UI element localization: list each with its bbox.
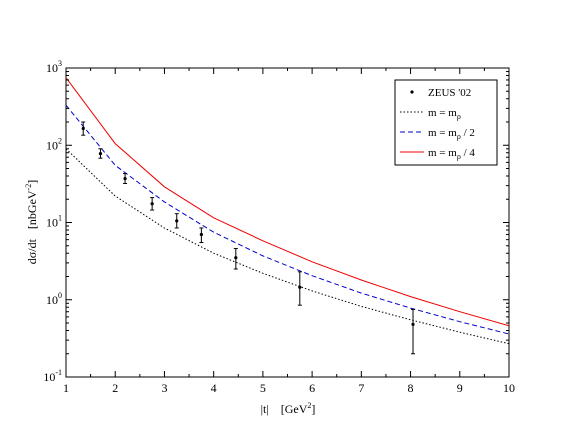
data-marker — [175, 219, 179, 223]
legend-label: ZEUS '02 — [428, 87, 471, 99]
legend-item: m = mρ / 4 — [400, 147, 475, 161]
data-point — [150, 197, 155, 211]
y-axis-label: dσ/dt[nbGeV-2] — [24, 180, 39, 264]
y-tick-label: 103 — [46, 59, 62, 75]
x-tick-label: 3 — [161, 381, 167, 395]
data-point — [98, 148, 103, 159]
data-point — [81, 121, 86, 136]
x-tick-label: 7 — [358, 381, 364, 395]
data-point — [199, 227, 204, 244]
legend: ZEUS '02 m = mρ m = mρ / 2 m = mρ / 4 — [394, 79, 498, 166]
series-layer — [65, 77, 510, 345]
x-axis-label: |t| [GeV2] — [261, 401, 316, 416]
data-point — [123, 173, 128, 184]
data-marker — [150, 202, 154, 206]
data-marker — [81, 126, 85, 131]
legend-label: m = mρ — [428, 107, 461, 121]
data-marker — [234, 256, 238, 260]
x-tick-label: 10 — [503, 381, 515, 395]
series-line-solid — [65, 77, 510, 327]
legend-item: m = mρ / 2 — [400, 127, 475, 141]
legend-item: m = mρ — [400, 107, 461, 121]
x-tick-label: 9 — [457, 381, 463, 395]
legend-label: m = mρ / 4 — [428, 147, 475, 161]
x-tick-label: 4 — [211, 381, 217, 395]
data-marker — [123, 177, 127, 181]
data-points-layer — [81, 121, 416, 355]
series-line-dashed — [65, 104, 510, 335]
data-marker — [411, 322, 415, 326]
legend-item: ZEUS '02 — [410, 87, 471, 99]
data-point — [297, 271, 302, 306]
x-tick-label: 5 — [260, 381, 266, 395]
data-point — [174, 213, 179, 229]
y-tick-label: 102 — [46, 136, 62, 152]
x-tick-label: 1 — [63, 381, 69, 395]
data-marker — [298, 285, 302, 289]
x-tick-label: 2 — [112, 381, 118, 395]
data-point — [233, 248, 238, 270]
axes-layer: 1 2 3 4 5 6 7 8 9 10 10-1 100 101 102 103 — [43, 59, 515, 395]
x-tick-label: 8 — [408, 381, 414, 395]
data-point — [411, 308, 416, 355]
legend-box — [394, 79, 498, 166]
legend-label: m = mρ / 2 — [428, 127, 475, 141]
data-marker — [98, 151, 103, 156]
data-marker — [199, 232, 203, 237]
x-tick-label: 6 — [309, 381, 315, 395]
y-tick-label: 100 — [46, 291, 62, 307]
legend-marker — [410, 90, 414, 94]
y-tick-label: 101 — [46, 214, 62, 230]
y-tick-label: 10-1 — [43, 368, 62, 384]
